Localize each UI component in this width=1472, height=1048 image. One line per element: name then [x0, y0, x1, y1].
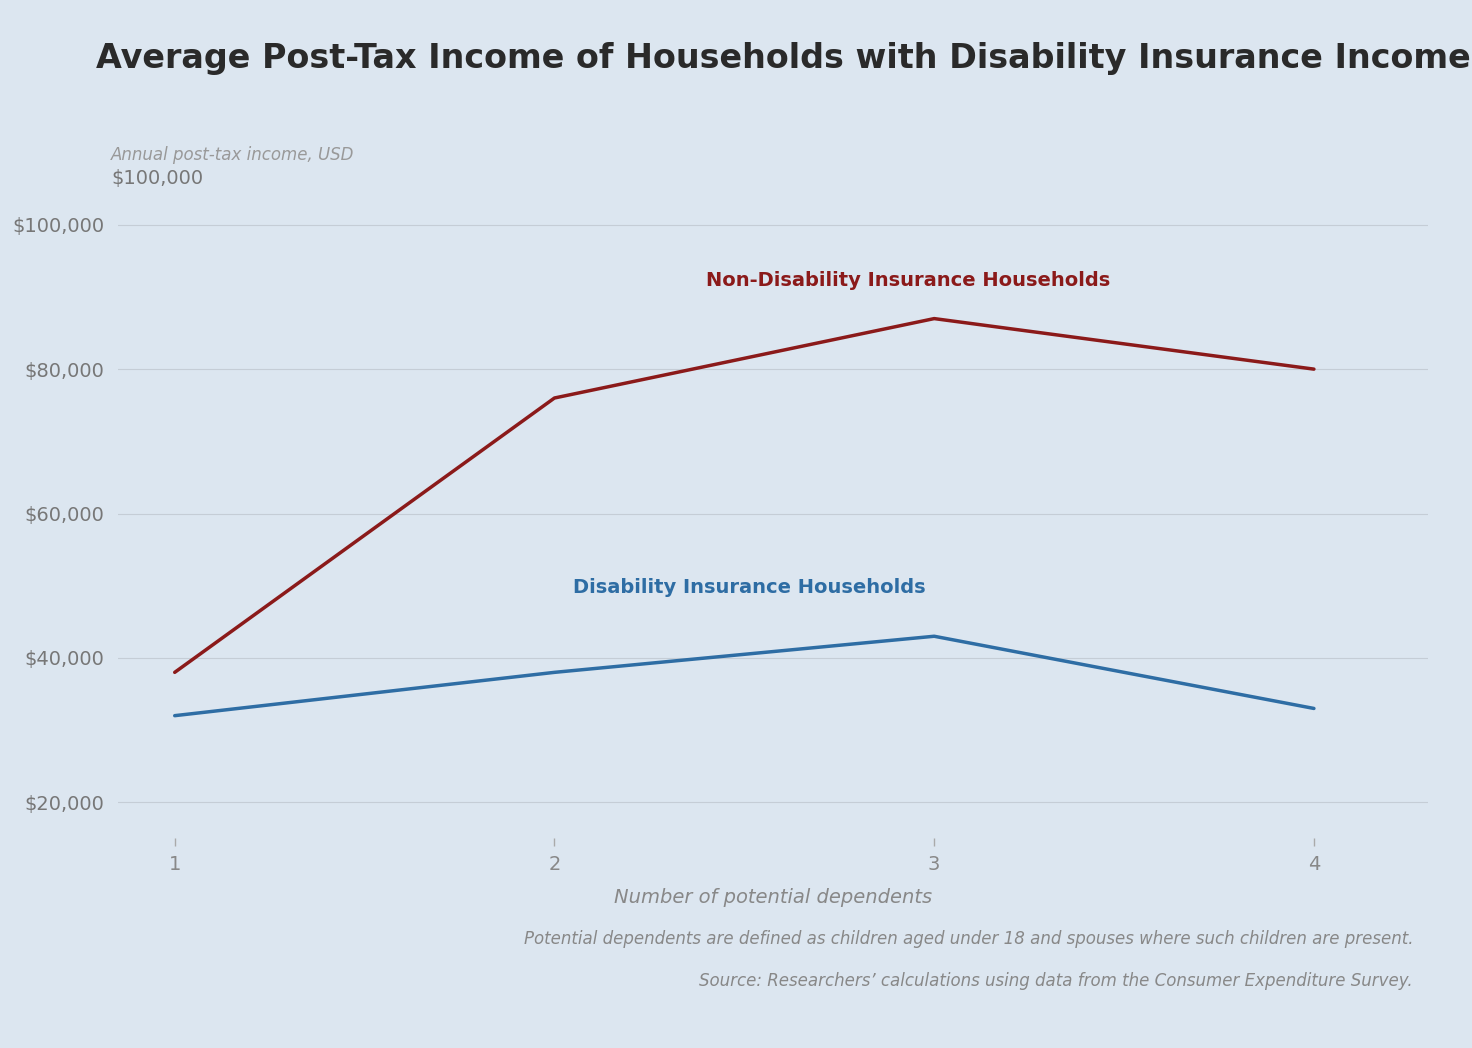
Text: Non-Disability Insurance Households: Non-Disability Insurance Households	[707, 270, 1110, 289]
Text: Disability Insurance Households: Disability Insurance Households	[574, 577, 926, 596]
Text: Source: Researchers’ calculations using data from the Consumer Expenditure Surve: Source: Researchers’ calculations using …	[699, 973, 1413, 990]
Text: Average Post-Tax Income of Households with Disability Insurance Income: Average Post-Tax Income of Households wi…	[96, 42, 1471, 74]
Text: Potential dependents are defined as children aged under 18 and spouses where suc: Potential dependents are defined as chil…	[524, 931, 1413, 948]
Text: $100,000: $100,000	[112, 169, 203, 189]
Text: Annual post-tax income, USD: Annual post-tax income, USD	[112, 147, 355, 165]
X-axis label: Number of potential dependents: Number of potential dependents	[614, 888, 932, 907]
